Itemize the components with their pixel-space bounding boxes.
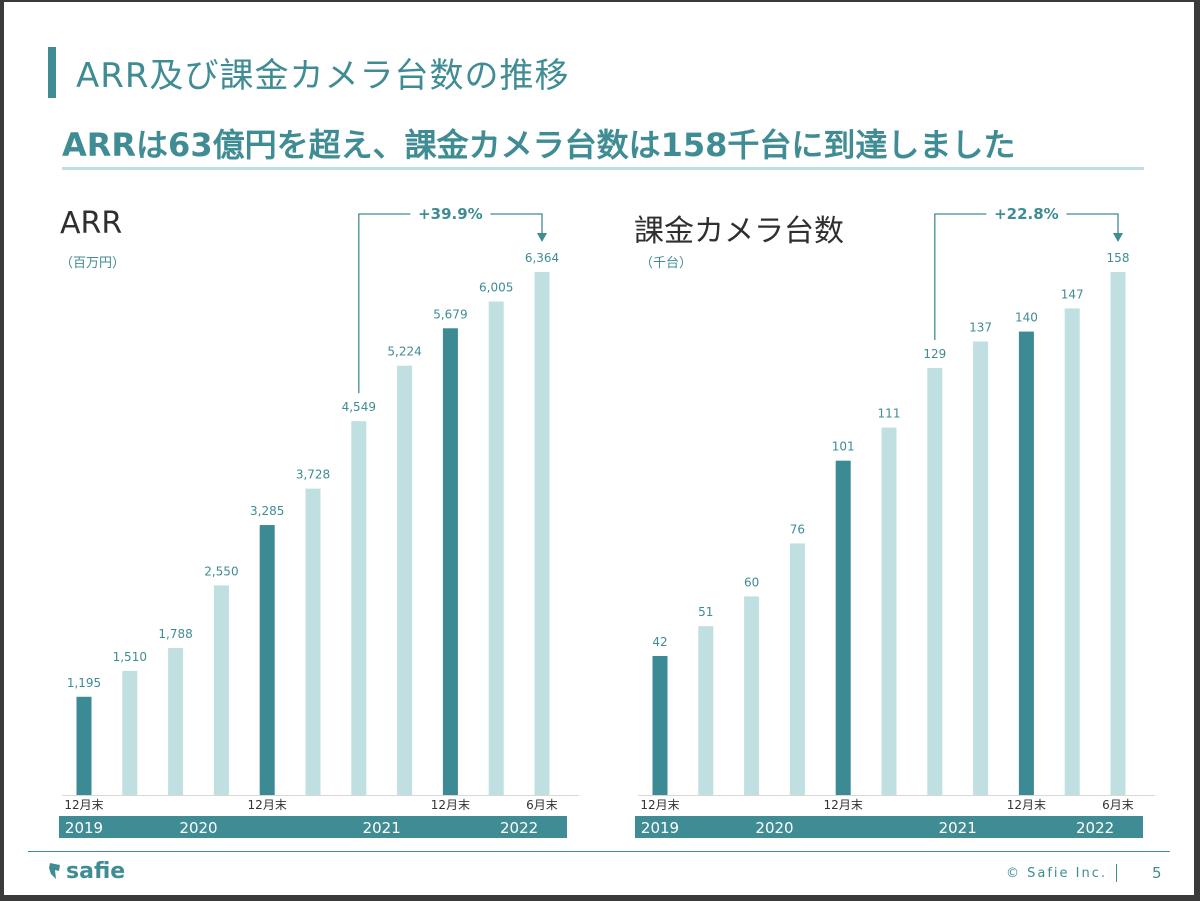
- year-group-bar: [104, 816, 293, 838]
- bar: [744, 596, 760, 795]
- bar-value-label: 111: [878, 407, 901, 421]
- growth-arrowhead-icon: [1113, 233, 1123, 242]
- bar-value-label: 4,549: [342, 400, 376, 414]
- x-tick-label: 6月末: [1102, 798, 1134, 812]
- bar: [213, 585, 229, 795]
- bar-value-label: 147: [1061, 287, 1084, 301]
- copyright: © Safie Inc.: [1006, 866, 1108, 881]
- safie-logo-icon: [49, 863, 60, 879]
- bar: [973, 341, 989, 795]
- bar-value-label: 1,788: [158, 627, 192, 641]
- x-tick-label: 6月末: [526, 798, 558, 812]
- bar-value-label: 60: [744, 575, 759, 589]
- bar-value-label: 51: [698, 605, 713, 619]
- bar-value-label: 3,728: [296, 468, 330, 482]
- bar-value-label: 76: [790, 522, 805, 536]
- safie-logo: safie: [48, 859, 125, 884]
- bar: [351, 421, 367, 795]
- footer-separator: [1116, 864, 1117, 882]
- bar-value-label: 6,005: [479, 281, 513, 295]
- page-number: 5: [1152, 864, 1162, 882]
- year-group-bar: [288, 816, 476, 838]
- bar-value-label: 1,510: [113, 650, 147, 664]
- camera-chart-unit: （千台）: [640, 256, 693, 271]
- bar: [1110, 272, 1126, 795]
- x-tick-label: 12月末: [64, 798, 103, 812]
- x-tick-label: 12月末: [248, 798, 287, 812]
- camera-bar-chart: 42 12月末 51 60 76 101 12月末 111 129 137 140 12月末 147 15…: [635, 203, 1155, 838]
- bar: [534, 272, 550, 795]
- bar: [881, 427, 897, 795]
- year-group-label: 2019: [641, 819, 679, 837]
- bar: [397, 365, 413, 795]
- bar-value-label: 42: [652, 635, 667, 649]
- slide: ARR及び課金カメラ台数の推移 ARRは63億円を超え、課金カメラ台数は158千…: [4, 2, 1194, 895]
- x-tick-label: 12月末: [824, 798, 863, 812]
- subtitle-underline: [62, 167, 1144, 170]
- bar: [1064, 308, 1080, 795]
- bar: [927, 367, 943, 795]
- x-tick-label: 12月末: [640, 798, 679, 812]
- camera-chart-title: 課金カメラ台数: [634, 214, 844, 249]
- bar: [1018, 331, 1034, 795]
- x-tick-label: 12月末: [431, 798, 470, 812]
- bar: [789, 543, 805, 795]
- year-group-label: 2022: [1076, 819, 1114, 837]
- year-group-label: 2020: [179, 819, 217, 837]
- bar: [698, 626, 714, 795]
- year-group-bar: [471, 816, 567, 838]
- title-accent-bar: [48, 47, 56, 98]
- bar-value-label: 2,550: [204, 564, 238, 578]
- year-group-label: 2021: [939, 819, 977, 837]
- bar-value-label: 140: [1015, 311, 1038, 325]
- arr-bar-chart: 1,195 12月末 1,510 1,788 2,550 3,285 12月末 3,728 4,…: [59, 203, 579, 838]
- bar: [652, 655, 668, 795]
- bar-value-label: 6,364: [525, 251, 559, 265]
- bar: [122, 670, 138, 795]
- year-group-label: 2021: [363, 819, 401, 837]
- year-group-label: 2022: [500, 819, 538, 837]
- bar: [305, 488, 321, 795]
- footer-divider: [28, 851, 1170, 852]
- bar-value-label: 129: [923, 347, 946, 361]
- bar-value-label: 3,285: [250, 504, 284, 518]
- year-group-bar: [635, 816, 685, 838]
- bar-value-label: 137: [969, 321, 992, 335]
- growth-arrowhead-icon: [537, 233, 547, 242]
- bar-value-label: 5,679: [433, 307, 467, 321]
- page-title: ARR及び課金カメラ台数の推移: [76, 56, 570, 96]
- year-group-label: 2020: [755, 819, 793, 837]
- year-group-bar: [680, 816, 869, 838]
- bar-value-label: 5,224: [387, 345, 421, 359]
- x-tick-label: 12月末: [1007, 798, 1046, 812]
- bar: [835, 460, 851, 795]
- bar-value-label: 101: [832, 440, 855, 454]
- year-group-bar: [1047, 816, 1143, 838]
- arr-chart-title: ARR: [60, 206, 123, 241]
- page-subtitle: ARRは63億円を超え、課金カメラ台数は158千台に到達しました: [62, 126, 1016, 164]
- arr-chart-unit: （百万円）: [60, 256, 126, 271]
- bar: [259, 525, 275, 795]
- growth-label-bg: [410, 203, 491, 225]
- bar: [76, 696, 92, 795]
- year-group-bar: [864, 816, 1052, 838]
- year-group-label: 2019: [65, 819, 103, 837]
- bar: [488, 301, 504, 795]
- bar: [168, 648, 184, 795]
- bar: [442, 328, 458, 795]
- bar-value-label: 1,195: [67, 676, 101, 690]
- growth-label: +22.8%: [994, 205, 1059, 223]
- growth-label: +39.9%: [418, 205, 483, 223]
- growth-label-bg: [986, 203, 1067, 225]
- logo-text: safie: [66, 859, 126, 884]
- bar-value-label: 158: [1107, 251, 1130, 265]
- year-group-bar: [59, 816, 109, 838]
